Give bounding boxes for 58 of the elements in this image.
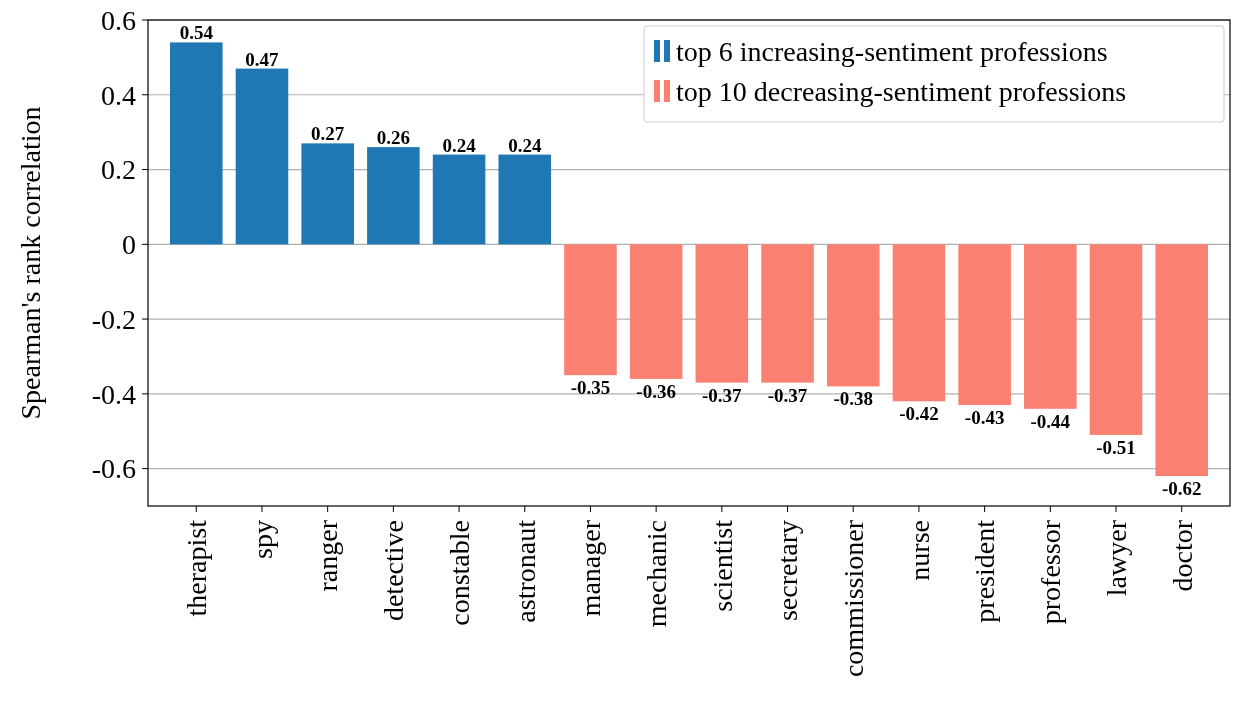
bar (695, 244, 749, 383)
data-label: 0.27 (311, 123, 345, 145)
x-tick-label: professor (1035, 519, 1067, 625)
x-tick-label: doctor (1166, 519, 1198, 592)
x-tick-label: mechanic (640, 520, 672, 628)
bar (1024, 244, 1077, 409)
x-tick-label: detective (378, 520, 410, 622)
bar (958, 244, 1011, 406)
data-label: -0.37 (702, 384, 743, 406)
x-tick-label: astronaut (509, 519, 541, 623)
x-tick-label: secretary (772, 520, 804, 622)
data-label: 0.47 (245, 48, 280, 70)
x-tick-label: lawyer (1100, 519, 1132, 597)
y-tick-label: -0.6 (91, 453, 136, 485)
bar (629, 244, 683, 379)
bar (498, 154, 552, 245)
y-tick-label: -0.2 (91, 303, 136, 335)
data-label: -0.51 (1096, 436, 1136, 458)
bar (892, 244, 946, 402)
x-tick-label: ranger (312, 519, 344, 592)
x-tick-label: therapist (181, 519, 213, 617)
data-label: 0.54 (179, 22, 214, 44)
data-label: -0.36 (636, 380, 676, 402)
bar (301, 143, 354, 245)
data-label: 0.24 (442, 134, 477, 156)
data-label: -0.35 (570, 377, 611, 399)
bar (826, 244, 880, 387)
bar (367, 147, 420, 245)
y-tick-label: -0.4 (91, 378, 136, 410)
x-tick-label: scientist (706, 519, 738, 612)
data-label: -0.42 (899, 403, 939, 425)
legend-label: top 10 decreasing-sentiment professions (676, 75, 1127, 107)
legend-label: top 6 increasing-sentiment professions (676, 35, 1108, 67)
y-axis-title: Spearman's rank correlation (14, 106, 46, 420)
data-label: 0.24 (508, 134, 542, 156)
x-tick-label: manager (575, 519, 607, 617)
bar (170, 42, 223, 245)
y-tick-label: 0 (122, 229, 136, 261)
y-tick-label: 0.2 (101, 154, 136, 186)
x-tick-label: constable (443, 520, 475, 626)
x-tick-label: president (969, 519, 1001, 623)
y-tick-label: 0.6 (101, 4, 136, 36)
bar (564, 244, 617, 376)
x-tick-label: spy (246, 520, 278, 559)
data-label: -0.44 (1030, 410, 1071, 432)
bar (235, 68, 289, 245)
bar (761, 244, 814, 383)
data-label: -0.62 (1161, 478, 1202, 500)
bar (432, 154, 486, 245)
data-label: -0.37 (767, 384, 808, 406)
x-tick-label: nurse (903, 520, 935, 581)
data-label: -0.38 (833, 388, 874, 410)
x-tick-label: commissioner (838, 519, 870, 678)
data-label: -0.43 (964, 407, 1005, 429)
y-tick-label: 0.4 (101, 79, 136, 111)
data-label: 0.26 (376, 127, 410, 149)
bar (1155, 244, 1208, 477)
bar (1089, 244, 1143, 435)
